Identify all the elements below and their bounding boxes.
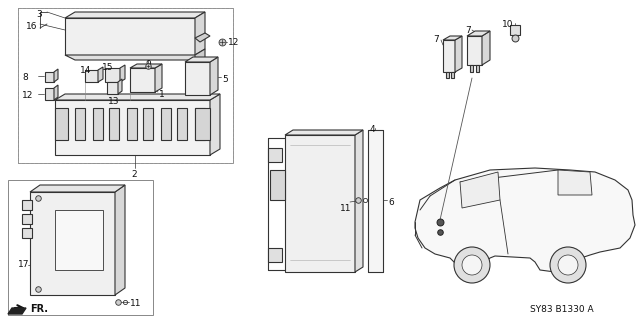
Text: 15: 15 [102, 63, 113, 72]
Polygon shape [85, 70, 98, 82]
Bar [18, 8, 233, 163]
Polygon shape [115, 185, 125, 295]
Text: 16: 16 [26, 22, 38, 31]
Polygon shape [118, 79, 122, 94]
Text: 12: 12 [22, 91, 33, 100]
Polygon shape [93, 108, 103, 140]
Circle shape [454, 247, 490, 283]
Polygon shape [195, 12, 205, 55]
Polygon shape [270, 170, 285, 200]
Polygon shape [415, 168, 635, 273]
Text: SY83 B1330 A: SY83 B1330 A [530, 305, 594, 314]
Polygon shape [195, 108, 205, 140]
Polygon shape [443, 40, 455, 72]
Polygon shape [285, 130, 363, 135]
Text: 7: 7 [465, 26, 471, 35]
Text: FR.: FR. [30, 304, 48, 314]
Polygon shape [476, 65, 479, 72]
Polygon shape [460, 172, 500, 208]
Polygon shape [195, 49, 205, 60]
Text: 13: 13 [108, 97, 120, 106]
Circle shape [462, 255, 482, 275]
Polygon shape [65, 55, 205, 60]
Polygon shape [54, 69, 58, 82]
Bar [18, 8, 233, 163]
Text: 9: 9 [145, 60, 151, 69]
Polygon shape [22, 200, 32, 210]
Polygon shape [65, 18, 195, 55]
Bar [55, 210, 103, 270]
Polygon shape [130, 64, 162, 68]
Text: 11: 11 [340, 204, 352, 213]
Polygon shape [185, 62, 210, 95]
Text: 7: 7 [433, 35, 439, 44]
Text: 6: 6 [388, 198, 394, 207]
Polygon shape [446, 72, 449, 78]
Polygon shape [195, 108, 210, 140]
Polygon shape [45, 72, 54, 82]
Polygon shape [98, 67, 103, 82]
Text: 4: 4 [369, 125, 375, 134]
Text: 2: 2 [131, 170, 136, 179]
Polygon shape [185, 57, 218, 62]
Polygon shape [130, 68, 155, 92]
Polygon shape [470, 65, 473, 72]
Polygon shape [105, 68, 120, 82]
Polygon shape [120, 65, 125, 82]
Polygon shape [45, 88, 54, 100]
Polygon shape [8, 308, 26, 314]
Polygon shape [467, 36, 482, 65]
Polygon shape [30, 192, 115, 295]
Polygon shape [22, 214, 32, 224]
Text: 12: 12 [228, 38, 240, 47]
Text: 5: 5 [222, 75, 228, 84]
Polygon shape [210, 57, 218, 95]
Polygon shape [467, 31, 490, 36]
Polygon shape [55, 108, 68, 140]
Polygon shape [55, 94, 220, 100]
Polygon shape [455, 36, 462, 72]
Polygon shape [155, 64, 162, 92]
Polygon shape [268, 148, 282, 162]
Bar [8, 180, 153, 315]
Polygon shape [558, 170, 592, 195]
Polygon shape [195, 33, 210, 42]
Text: 1: 1 [159, 90, 165, 99]
Polygon shape [482, 31, 490, 65]
Polygon shape [210, 94, 220, 155]
Polygon shape [143, 108, 153, 140]
Bar [18, 8, 233, 163]
Polygon shape [75, 108, 85, 140]
Text: 17: 17 [18, 260, 29, 269]
Polygon shape [161, 108, 171, 140]
Polygon shape [355, 130, 363, 272]
Text: 10: 10 [502, 20, 514, 29]
Polygon shape [22, 228, 32, 238]
Polygon shape [443, 36, 462, 40]
Polygon shape [30, 185, 125, 192]
Polygon shape [451, 72, 454, 78]
Polygon shape [54, 85, 58, 100]
Polygon shape [368, 130, 383, 272]
Circle shape [550, 247, 586, 283]
Text: 3: 3 [36, 10, 42, 19]
Text: 14: 14 [80, 66, 91, 75]
Text: 8: 8 [22, 73, 28, 82]
Polygon shape [268, 248, 282, 262]
Polygon shape [109, 108, 119, 140]
Polygon shape [127, 108, 137, 140]
Circle shape [558, 255, 578, 275]
Polygon shape [55, 100, 210, 155]
Polygon shape [285, 135, 355, 272]
Polygon shape [107, 82, 118, 94]
Polygon shape [65, 12, 205, 18]
Text: 11: 11 [130, 299, 141, 308]
Polygon shape [510, 25, 520, 35]
Polygon shape [177, 108, 187, 140]
